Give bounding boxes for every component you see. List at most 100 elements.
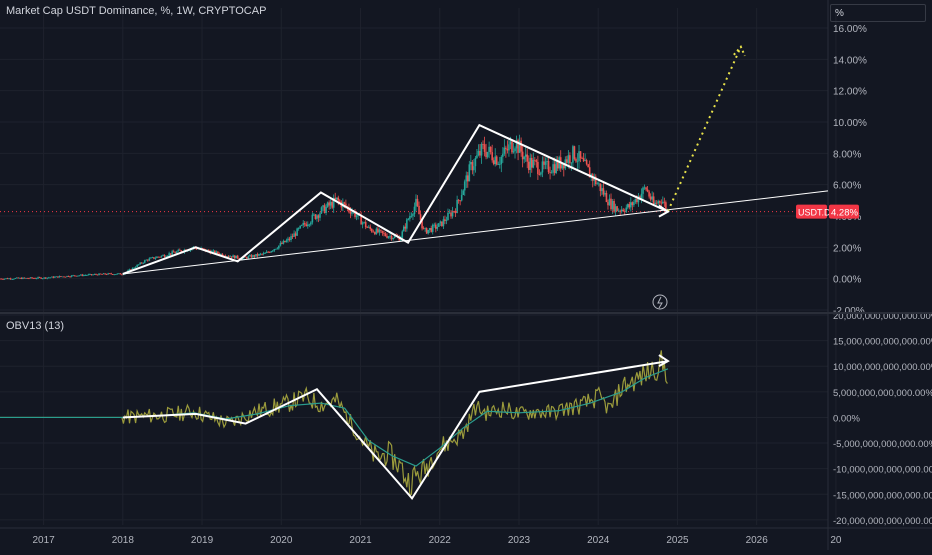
candle-body (524, 154, 527, 157)
candle-body (46, 277, 49, 279)
candle-body (207, 249, 210, 252)
candle-body (162, 255, 164, 256)
candle-body (622, 209, 625, 212)
candle-body (258, 253, 260, 256)
candle-body (235, 255, 237, 259)
candle-body (145, 259, 148, 261)
wave-zigzag-line (122, 123, 669, 275)
candle-body (175, 251, 178, 254)
symbol-tag (796, 204, 827, 219)
candle-body (555, 160, 557, 174)
candle-body (369, 226, 372, 229)
candle-body (156, 256, 158, 258)
candle-body (489, 146, 492, 153)
candle-body (299, 225, 301, 229)
candle-body (503, 147, 506, 154)
candle-body (569, 155, 571, 164)
candle-body (425, 228, 428, 234)
candle-body (163, 255, 166, 257)
candle-body (438, 223, 440, 227)
candle-body (38, 277, 41, 279)
candle-body (366, 227, 369, 228)
unit-selector[interactable]: % (830, 4, 926, 22)
y-tick-label: 6.00% (833, 181, 861, 192)
candle-body (148, 258, 151, 261)
candle-body (488, 146, 490, 152)
candle-body (502, 153, 504, 157)
candle-body (384, 233, 387, 236)
candle-body (486, 151, 489, 158)
candle-body (585, 160, 588, 165)
candle-body (628, 204, 631, 208)
candle-body (404, 226, 407, 229)
candle-body (96, 274, 99, 276)
candle-body (262, 253, 265, 255)
candle-body (392, 238, 394, 240)
candle-body (582, 158, 585, 162)
candle-body (601, 188, 603, 192)
candle-body (573, 146, 576, 159)
candle-body (119, 273, 122, 275)
candle-body (316, 215, 318, 219)
candle-body (422, 228, 425, 230)
candle-body (137, 264, 140, 266)
candle-body (8, 278, 10, 280)
candle-body (101, 274, 103, 275)
x-tick-label: 2025 (666, 535, 689, 546)
candle-body (543, 161, 545, 165)
candle-body (393, 235, 396, 239)
candle-body (331, 201, 333, 208)
candle-body (468, 164, 471, 182)
x-tick-label: 2023 (508, 535, 531, 546)
candle-body (150, 257, 152, 259)
candle-body (479, 150, 481, 156)
candle-body (291, 236, 294, 238)
candle-body (43, 277, 45, 279)
candle-body (81, 274, 84, 276)
candle-body (5, 278, 7, 280)
candle-body (136, 264, 138, 267)
candle-body (541, 161, 544, 173)
candle-body (64, 276, 67, 278)
candle-body (406, 219, 408, 229)
candle-body (658, 201, 661, 203)
candle-body (534, 159, 536, 161)
candle-body (538, 174, 541, 175)
candle-body (448, 212, 451, 214)
candle-body (402, 226, 405, 232)
candle-body (381, 230, 384, 233)
obv-tick-label: -15,000,000,000,000.00% (833, 490, 932, 501)
candle-body (657, 201, 660, 204)
candle-body (335, 197, 338, 200)
candle-body (351, 211, 353, 214)
candle-body (89, 274, 91, 275)
candle-body (41, 278, 44, 280)
candle-body (604, 192, 606, 195)
candle-body (410, 215, 413, 217)
y-tick-label: 2.00% (833, 243, 861, 254)
candle-body (23, 277, 26, 279)
candle-body (151, 257, 154, 259)
candle-body (268, 252, 271, 253)
candle-body (265, 251, 268, 254)
candle-body (377, 228, 379, 233)
candle-body (76, 275, 79, 277)
candle-body (660, 202, 663, 204)
candle-body (613, 200, 615, 212)
candle-body (514, 148, 516, 152)
candle-body (355, 215, 358, 217)
candle-body (363, 221, 365, 223)
candle-body (652, 196, 655, 205)
candle-body (562, 163, 565, 169)
candle-body (111, 274, 114, 275)
candle-body (20, 277, 23, 279)
candle-body (439, 221, 442, 224)
x-tick-label: 2024 (587, 535, 610, 546)
x-tick-label: 20 (830, 535, 842, 546)
candle-body (576, 161, 579, 162)
candle-body (179, 249, 181, 251)
candle-body (83, 275, 85, 276)
candle-body (322, 205, 324, 208)
candle-body (75, 275, 77, 277)
candle-body (259, 253, 262, 255)
